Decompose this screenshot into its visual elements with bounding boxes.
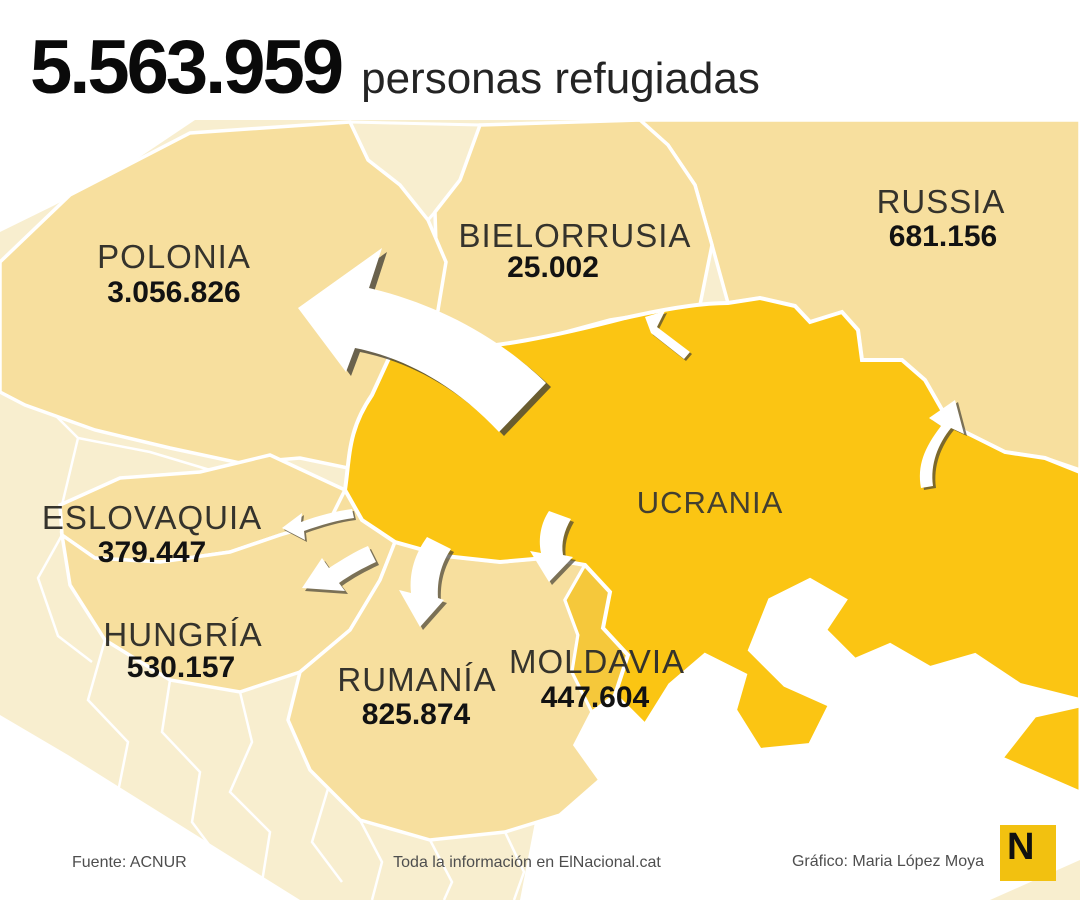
country-value-russia: 681.156 xyxy=(888,220,998,253)
country-label-russia: RUSSIA xyxy=(876,183,1006,220)
country-label-rumania: RUMANÍA xyxy=(337,661,497,698)
country-value-bielorrusia: 25.002 xyxy=(507,251,599,284)
country-label-moldavia: MOLDAVIA xyxy=(508,643,686,680)
region-east-coast xyxy=(999,704,1080,794)
country-label-polonia: POLONIA xyxy=(97,238,251,275)
adriatic-sea xyxy=(0,715,300,900)
country-label-ucrania: UCRANIA xyxy=(636,485,784,520)
country-label-hungria: HUNGRÍA xyxy=(103,616,263,653)
country-value-rumania: 825.874 xyxy=(361,698,471,731)
country-value-polonia: 3.056.826 xyxy=(107,276,241,309)
header-subtitle: personas refugiadas xyxy=(361,54,760,103)
country-label-bielorrusia: BIELORRUSIA xyxy=(458,217,692,254)
elnacional-logo: N xyxy=(1000,825,1056,881)
country-value-eslovaquia: 379.447 xyxy=(97,536,207,569)
total-refugees: 5.563.959 xyxy=(30,25,344,110)
footer-credit: Gráfico: Maria López Moya xyxy=(791,853,985,870)
footer-source: Fuente: ACNUR xyxy=(72,854,187,871)
header: 5.563.959 personas refugiadas xyxy=(30,30,760,106)
baltic-sea xyxy=(0,120,195,232)
country-value-hungria: 530.157 xyxy=(126,651,236,684)
logo-letter: N xyxy=(1007,826,1035,868)
footer-info: Toda la información en ElNacional.cat xyxy=(393,854,661,871)
country-value-moldavia: 447.604 xyxy=(540,681,650,714)
country-label-eslovaquia: ESLOVAQUIA xyxy=(41,499,263,536)
